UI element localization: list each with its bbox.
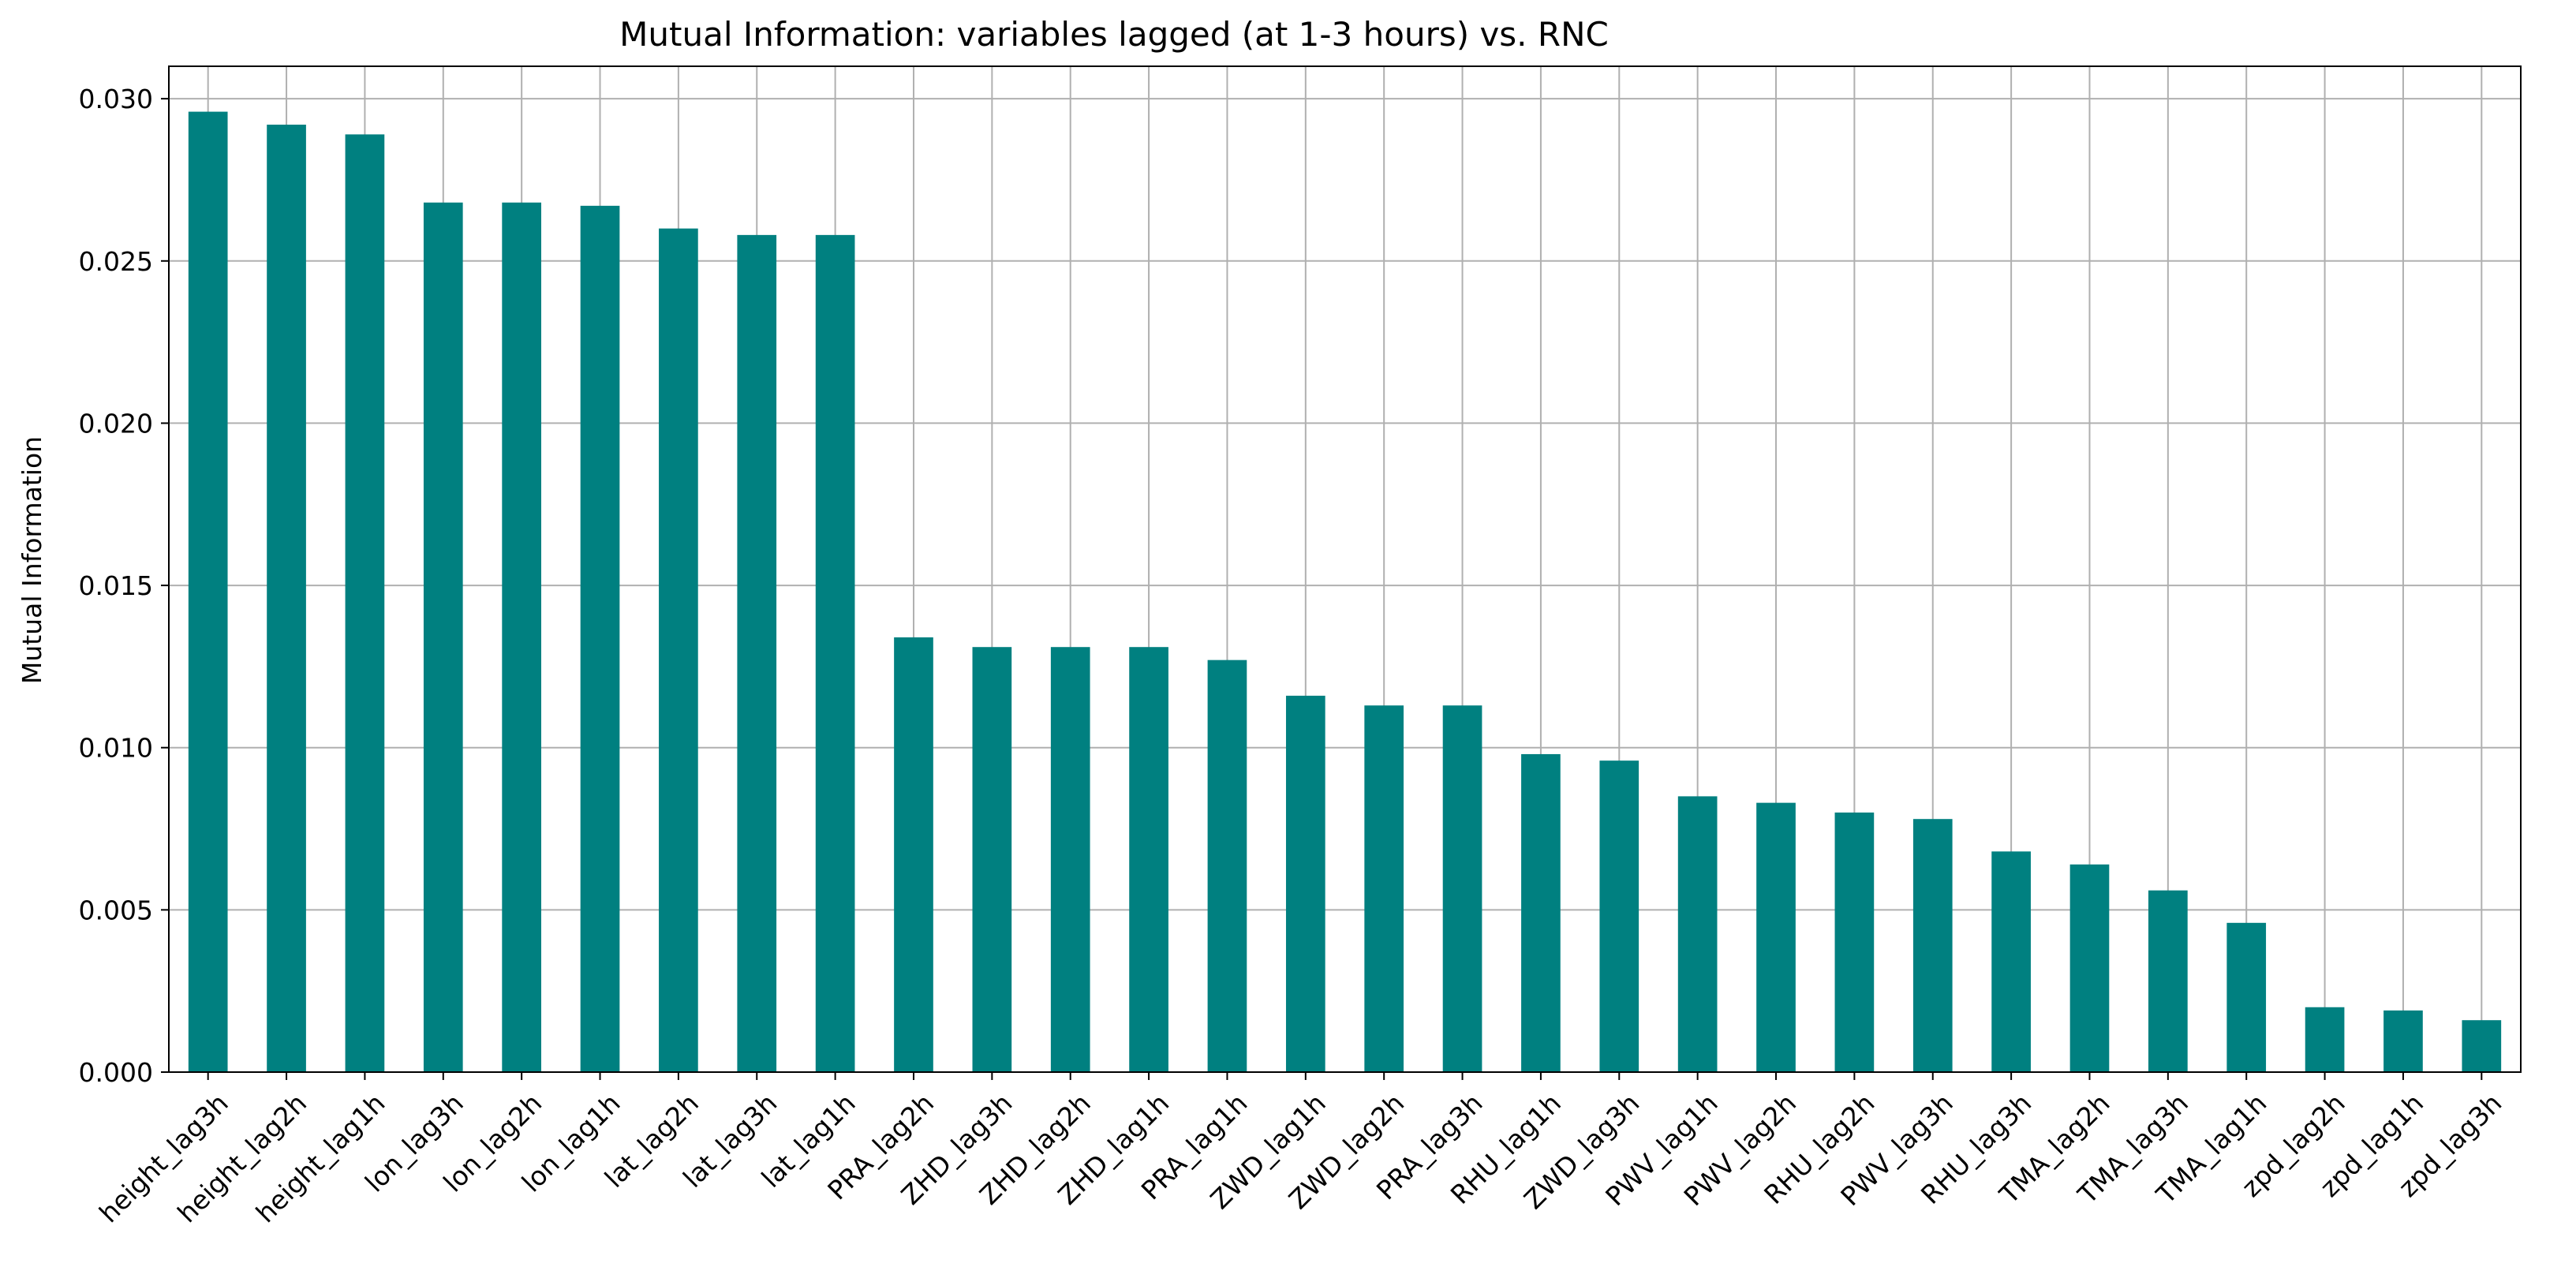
y-tick-label: 0.020 bbox=[79, 408, 153, 439]
y-tick-label: 0.010 bbox=[79, 733, 153, 764]
bar-zpd_lag2h bbox=[2305, 1007, 2345, 1072]
bar-lat_lag2h bbox=[659, 228, 698, 1073]
bar-height_lag1h bbox=[345, 134, 385, 1072]
bar-ZWD_lag3h bbox=[1599, 760, 1639, 1072]
bar-lon_lag1h bbox=[580, 205, 620, 1072]
bar-PRA_lag1h bbox=[1207, 660, 1247, 1072]
y-axis-label: Mutual Information bbox=[17, 436, 47, 684]
plot-frame bbox=[168, 65, 2522, 1073]
x-axis-ticks: height_lag3hheight_lag2hheight_lag1hlon_… bbox=[93, 1072, 2508, 1228]
bar-ZHD_lag1h bbox=[1129, 647, 1168, 1072]
y-axis-ticks: 0.000 0.005 0.010 0.015 0.020 0.025 0.030 bbox=[79, 84, 169, 1088]
bar-lat_lag3h bbox=[737, 234, 777, 1072]
bar-ZHD_lag2h bbox=[1050, 647, 1090, 1072]
bar-RHU_lag2h bbox=[1834, 812, 1875, 1072]
y-tick-label: 0.005 bbox=[79, 895, 153, 925]
bar-zpd_lag3h bbox=[2462, 1020, 2502, 1072]
bars-layer bbox=[188, 111, 2502, 1073]
y-tick-label: 0.015 bbox=[79, 570, 153, 601]
bar-TMA_lag1h bbox=[2226, 922, 2267, 1072]
bar-TMA_lag3h bbox=[2148, 890, 2188, 1072]
bar-lat_lag1h bbox=[815, 234, 855, 1072]
y-tick-label: 0.000 bbox=[79, 1057, 153, 1088]
bar-lon_lag2h bbox=[502, 202, 541, 1072]
bar-PRA_lag2h bbox=[894, 637, 933, 1072]
bar-ZWD_lag2h bbox=[1364, 705, 1404, 1072]
bar-PWV_lag2h bbox=[1756, 802, 1796, 1072]
bar-PWV_lag1h bbox=[1677, 796, 1718, 1072]
y-tick-label: 0.030 bbox=[79, 84, 153, 114]
bar-ZHD_lag3h bbox=[972, 647, 1012, 1072]
bar-zpd_lag1h bbox=[2383, 1010, 2423, 1072]
bar-PRA_lag3h bbox=[1442, 705, 1482, 1072]
bar-RHU_lag1h bbox=[1521, 753, 1561, 1072]
bar-ZWD_lag1h bbox=[1285, 695, 1325, 1072]
bar-TMA_lag2h bbox=[2069, 864, 2110, 1072]
bar-lon_lag3h bbox=[423, 202, 463, 1072]
bar-height_lag3h bbox=[188, 111, 228, 1072]
bar-PWV_lag3h bbox=[1912, 819, 1953, 1072]
bar-height_lag2h bbox=[267, 125, 306, 1073]
bar-RHU_lag3h bbox=[1991, 851, 2031, 1072]
chart-title: Mutual Information: variables lagged (at… bbox=[619, 15, 1609, 54]
y-tick-label: 0.025 bbox=[79, 246, 153, 277]
